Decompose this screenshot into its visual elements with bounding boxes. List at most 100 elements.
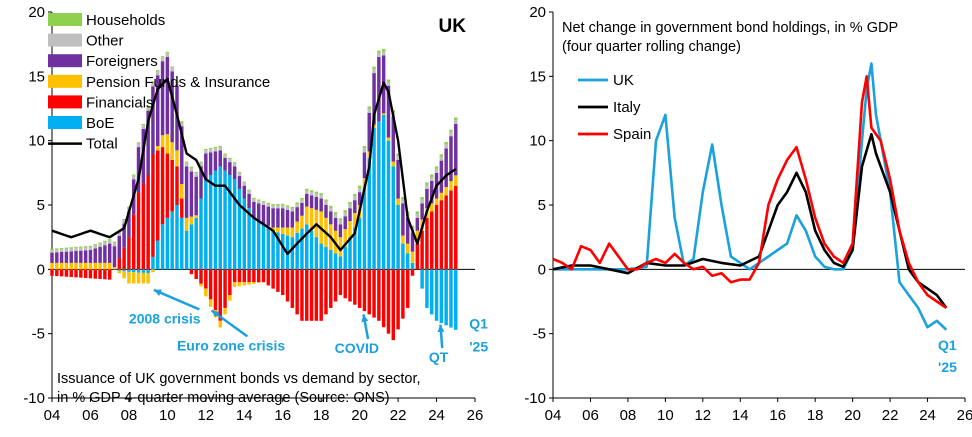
left-bars [50,48,458,341]
bar-other [285,206,290,210]
bar-foreigners [242,185,246,199]
bar-financials [329,269,333,308]
bar-boe [396,205,400,270]
bar-financials [59,269,64,277]
bar-households [415,211,420,214]
bar-boe [381,114,386,270]
bar-financials [194,269,198,279]
bar-financials [208,269,213,300]
bar-financials [204,269,208,289]
bar-boe [247,208,251,270]
bar-foreigners [343,216,347,230]
bar-households [430,174,434,178]
bar-financials [232,269,237,283]
bar-financials [401,269,405,319]
bar-households [136,142,141,144]
bar-households [50,248,54,251]
bar-financials [420,230,424,270]
bar-pension-funds-insurance [74,262,78,270]
bar-financials [434,205,439,270]
bar-pension-funds-insurance [117,270,122,274]
bar-foreigners [415,217,420,231]
bar-pension-funds-insurance [449,181,453,191]
bar-foreigners [98,246,102,263]
left-legend: Households Other Foreigners Pension Funds &… [48,12,270,153]
annotation-label: COVID [335,340,379,356]
bar-households [204,148,208,151]
bar-households [112,241,117,243]
bar-boe [410,262,415,270]
bar-other [55,249,59,253]
bar-other [439,156,444,161]
bar-other [122,220,126,224]
left-x-tick-label: 24 [428,407,445,424]
bar-other [117,232,122,236]
bar-households [401,196,405,200]
bar-financials [285,269,290,302]
bar-other [386,82,391,86]
bar-financials [131,214,136,270]
bar-boe [300,228,304,270]
bar-pension-funds-insurance [175,150,179,167]
bar-financials [338,269,343,296]
bar-other [295,204,299,208]
bar-boe [290,237,295,270]
bar-pension-funds-insurance [199,283,203,287]
bar-foreigners [79,250,83,263]
bar-households [74,246,78,249]
bar-boe [266,227,271,270]
bar-pension-funds-insurance [295,221,299,233]
legend-label: Total [86,136,118,153]
annotation-label: Euro zone crisis [177,337,285,353]
bar-households [64,247,69,249]
bar-boe [213,170,218,270]
bar-boe [295,232,299,270]
bar-financials [295,269,299,315]
bar-households [122,218,126,221]
bar-pension-funds-insurance [309,208,314,231]
bar-foreigners [362,152,367,179]
bar-other [281,205,285,209]
bar-boe [127,269,131,272]
bar-pension-funds-insurance [208,299,213,307]
bar-households [309,190,314,193]
bar-foreigners [218,150,222,167]
bar-pension-funds-insurance [59,262,64,270]
bar-pension-funds-insurance [189,216,194,225]
bar-financials [410,269,415,276]
bar-pension-funds-insurance [348,221,352,238]
bar-foreigners [69,251,73,263]
right-x-tick-label: 26 [957,407,972,424]
bar-households [141,123,146,126]
bar-pension-funds-insurance [237,282,242,287]
bar-foreigners [386,85,391,138]
bar-pension-funds-insurance [50,262,54,270]
bar-households [180,121,184,123]
bar-foreigners [93,248,97,263]
bar-financials [353,269,357,305]
bar-financials [69,269,73,278]
bar-foreigners [228,162,232,175]
right-y-tick-label: 20 [529,4,546,21]
bar-households [425,182,429,186]
bar-pension-funds-insurance [252,282,256,284]
bar-boe [343,246,347,270]
bar-other [401,199,405,204]
bar-households [218,145,222,148]
bar-pension-funds-insurance [160,135,165,148]
bar-pension-funds-insurance [381,113,386,115]
bar-pension-funds-insurance [410,251,415,263]
bar-foreigners [127,211,131,238]
bar-financials [261,269,266,283]
bar-households [228,157,232,160]
bar-other [74,248,78,251]
bar-foreigners [160,61,165,136]
bar-households [338,218,343,221]
bar-foreigners [266,206,271,226]
bar-households [386,79,391,83]
bar-households [324,199,328,202]
bar-pension-funds-insurance [396,198,400,205]
bar-boe [420,269,424,289]
bar-pension-funds-insurance [281,227,285,234]
